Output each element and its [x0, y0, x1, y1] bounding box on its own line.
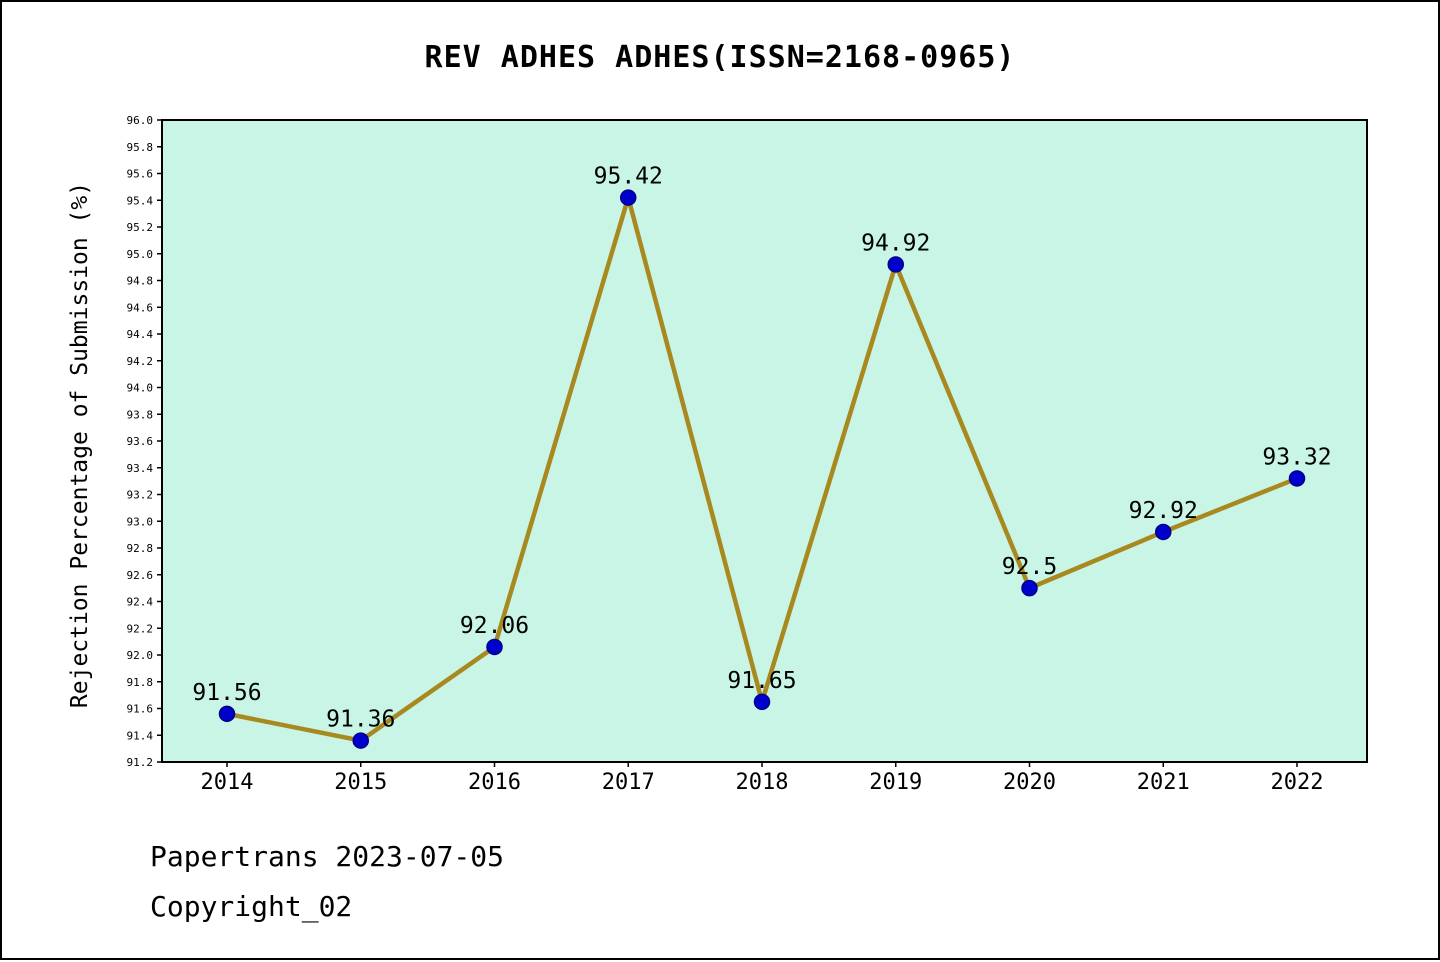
y-tick-label: 96.0 [127, 114, 154, 127]
data-point-label: 95.42 [594, 164, 663, 190]
y-tick-label: 95.8 [127, 141, 154, 154]
data-point-label: 94.92 [861, 230, 930, 256]
footer-source-date: Papertrans 2023-07-05 [150, 840, 505, 873]
y-tick-label: 91.4 [127, 729, 154, 742]
data-point-label: 92.92 [1129, 498, 1198, 524]
y-tick-label: 92.8 [127, 542, 154, 555]
x-tick-label: 2015 [334, 770, 387, 795]
data-point [218, 705, 236, 723]
data-point-label: 92.5 [1002, 554, 1057, 580]
data-point [1021, 579, 1038, 597]
x-tick-label: 2019 [869, 770, 922, 795]
chart-title: REV ADHES ADHES(ISSN=2168-0965) [424, 40, 1016, 75]
y-tick-label: 95.0 [127, 248, 154, 261]
data-point [887, 256, 904, 273]
y-tick-label: 93.6 [127, 435, 154, 448]
plot-area [161, 119, 1368, 763]
y-tick-label: 94.8 [127, 275, 154, 288]
y-tick-label: 92.4 [127, 596, 154, 609]
y-tick-label: 93.8 [127, 408, 154, 421]
y-tick-label: 93.4 [127, 462, 154, 475]
data-point-label: 91.36 [326, 707, 395, 733]
y-tick-label: 92.0 [127, 649, 154, 662]
footer-copyright: Copyright_02 [150, 890, 353, 923]
data-point [620, 189, 637, 206]
data-point-label: 93.32 [1262, 444, 1331, 470]
data-point [352, 732, 369, 749]
data-point-label: 91.65 [727, 668, 796, 694]
y-tick-label: 95.2 [127, 221, 154, 234]
data-point [1155, 523, 1172, 541]
y-tick-label: 91.6 [127, 703, 154, 716]
x-tick-label: 2018 [736, 770, 789, 795]
y-tick-label: 92.6 [127, 569, 154, 582]
x-tick-label: 2017 [602, 770, 655, 795]
x-tick-label: 2020 [1003, 770, 1056, 795]
y-tick-label: 91.2 [127, 756, 154, 769]
x-tick-label: 2016 [468, 770, 521, 795]
y-tick-label: 94.2 [127, 355, 154, 368]
y-tick-label: 94.0 [127, 382, 154, 395]
y-tick-label: 95.4 [127, 194, 154, 207]
x-tick-label: 2022 [1271, 770, 1324, 795]
y-tick-label: 95.6 [127, 168, 154, 181]
y-tick-label: 93.2 [127, 489, 154, 502]
x-tick-label: 2021 [1137, 770, 1190, 795]
y-tick-label: 92.2 [127, 622, 154, 635]
x-tick-label: 2014 [201, 770, 254, 795]
data-point-label: 92.06 [460, 613, 529, 639]
y-tick-label: 91.8 [127, 676, 154, 689]
data-point [1288, 470, 1306, 487]
y-tick-label: 94.4 [127, 328, 154, 341]
data-point [753, 693, 771, 711]
y-tick-label: 94.6 [127, 301, 154, 314]
y-tick-label: 93.0 [127, 515, 154, 528]
data-point [486, 638, 503, 656]
data-point-label: 91.56 [192, 680, 261, 706]
